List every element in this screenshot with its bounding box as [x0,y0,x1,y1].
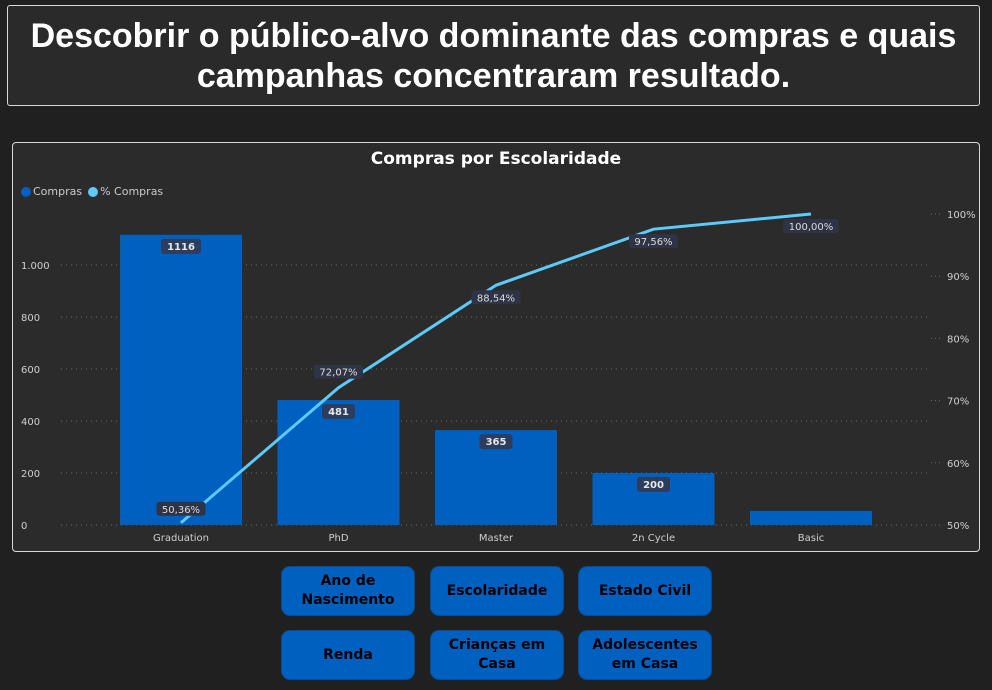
bar-graduation [120,234,242,525]
left-tick-label: 1.000 [21,261,50,272]
bar-data-label: 365 [486,437,507,448]
page-title-box: Descobrir o público-alvo dominante das c… [7,5,980,106]
filter-button-ano-nascimento[interactable]: Ano de Nascimento [281,566,415,616]
category-label: PhD [328,533,348,544]
bar-basic [750,510,872,525]
category-label: 2n Cycle [632,533,675,544]
line-data-label-bg [156,501,206,516]
chart-title: Compras por Escolaridade [370,149,622,169]
chart-svg: 0 200 400 600 800 1.000 50% 60% 70% 80% 90% 100% Gra… [21,210,976,544]
bar-data-label-bg [637,477,670,492]
legend-dot-icon [21,186,31,197]
line-data-label-bg [471,290,521,305]
filter-button-adolescentes[interactable]: Adolescentes em Casa [578,630,712,680]
line-data-label-bg [783,219,839,233]
bar-data-label: 481 [328,407,349,418]
bar-data-label: 200 [643,480,664,491]
bar-data-label: 1116 [167,242,195,253]
left-tick-label: 400 [21,417,40,428]
line-data-label: 97,56% [634,237,672,248]
right-tick-label: 50% [947,521,969,532]
category-label: Master [479,533,514,544]
right-tick-label: 60% [947,459,969,470]
right-tick-label: 70% [947,397,969,408]
legend-label: Compras [33,185,83,198]
filter-button-estado-civil[interactable]: Estado Civil [578,566,712,616]
left-tick-label: 600 [21,365,40,376]
left-tick-label: 0 [21,521,27,532]
line-data-label: 100,00% [789,222,834,233]
filter-button-escolaridade[interactable]: Escolaridade [430,566,564,616]
bar-data-label-bg [161,238,201,254]
line-data-label: 88,54% [477,293,515,304]
chart-legend: Compras % Compras [21,185,163,198]
left-tick-label: 800 [21,313,40,324]
page-title: Descobrir o público-alvo dominante das c… [30,16,957,95]
line-data-label: 72,07% [319,368,357,379]
pct-compras-line [180,212,812,524]
category-label: Graduation [153,533,209,544]
bar-data-label-bg [479,434,513,450]
filter-button-renda[interactable]: Renda [281,630,415,680]
right-tick-label: 80% [947,334,969,345]
line-data-label-bg [629,234,678,249]
legend-item-pct-compras[interactable]: % Compras [88,185,163,198]
line-data-label-bg [314,364,363,379]
category-label: Basic [798,533,824,544]
line-data-label: 50,36% [162,505,200,516]
right-tick-label: 100% [947,210,976,221]
chart-panel: Compras por Escolaridade Compras % Compr… [12,142,980,552]
right-tick-label: 90% [947,272,969,283]
legend-label: % Compras [100,185,164,198]
bar-data-label-bg [322,403,355,419]
legend-item-compras[interactable]: Compras [21,185,82,198]
left-tick-label: 200 [21,469,40,480]
filter-button-criancas[interactable]: Crianças em Casa [430,630,564,680]
legend-dot-icon [88,186,99,197]
